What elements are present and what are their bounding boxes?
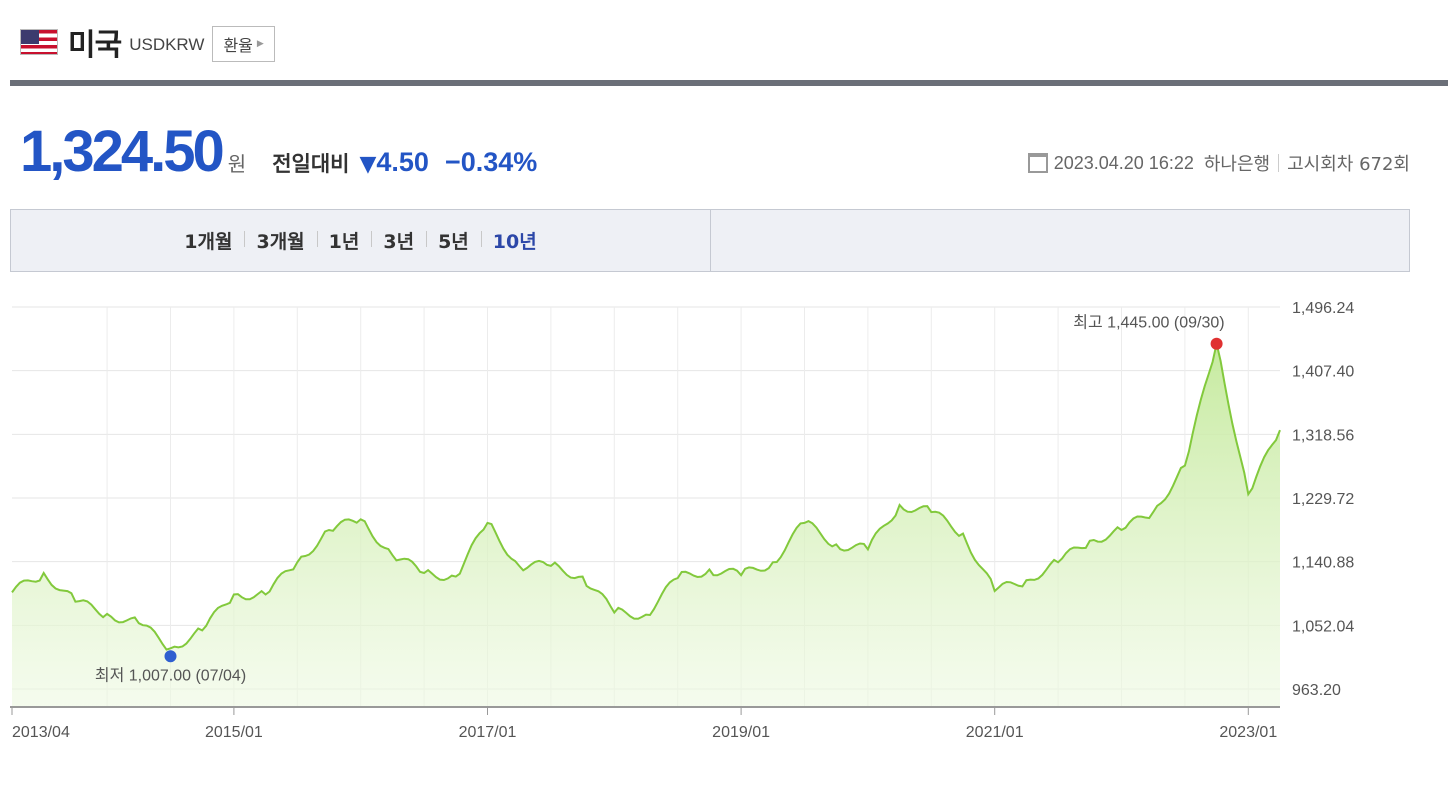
chevron-right-icon: ▶ <box>256 39 264 49</box>
country-name: 미국 <box>68 28 122 63</box>
exchange-rate-button[interactable]: 환율 ▶ <box>212 26 275 62</box>
x-tick-label: 2019/01 <box>712 724 770 741</box>
period-bar-right <box>711 210 1409 271</box>
rate-meta: 2023.04.20 16:22 하나은행 고시회차 672회 <box>1027 150 1410 176</box>
price-unit: 원 <box>227 152 247 176</box>
us-flag-icon <box>20 29 58 55</box>
period-tab-1m[interactable]: 1개월 <box>184 231 233 253</box>
period-tab-10y[interactable]: 10년 <box>480 227 549 254</box>
y-tick-label: 1,318.56 <box>1292 427 1354 444</box>
exchange-rate-chart: 1,496.24 1,407.40 1,318.56 1,229.72 1,140.88… <box>10 300 1354 741</box>
y-axis-ticks: 1,496.24 1,407.40 1,318.56 1,229.72 1,140.88… <box>1292 300 1354 699</box>
price-summary: 1,324.50 원 전일대비 ▼ 4.50 −0.34% <box>20 118 537 188</box>
x-axis-ticks: 2013/04 2015/01 2017/01 2019/01 2021/01 2023/… <box>11 707 1277 741</box>
max-point-marker <box>1210 337 1223 350</box>
x-tick-label: 2015/01 <box>205 724 263 741</box>
y-tick-label: 1,496.24 <box>1292 300 1354 317</box>
period-tabs: 1개월 3개월 1년 3년 5년 10년 <box>11 210 711 271</box>
period-tab-3m[interactable]: 3개월 <box>244 227 316 254</box>
y-tick-label: 1,140.88 <box>1292 555 1354 572</box>
header-divider <box>10 80 1448 86</box>
period-tab-1y[interactable]: 1년 <box>316 227 372 254</box>
chart-area <box>12 343 1280 707</box>
min-point-label: 최저 1,007.00 (07/04) <box>95 666 246 684</box>
notice-round: 고시회차 672회 <box>1287 154 1410 175</box>
bank-name: 하나은행 <box>1203 154 1271 175</box>
compare-label: 전일대비 <box>272 152 350 176</box>
calendar-icon <box>1027 153 1048 173</box>
x-tick-label: 2023/01 <box>1219 724 1277 741</box>
min-point-marker <box>164 650 177 663</box>
period-tab-3y[interactable]: 3년 <box>371 227 426 254</box>
down-triangle-icon: ▼ <box>359 152 377 177</box>
currency-code: USDKRW <box>129 35 205 54</box>
meta-separator <box>1278 154 1280 172</box>
update-datetime: 2023.04.20 16:22 <box>1053 152 1194 173</box>
price-change: 4.50 <box>376 147 429 177</box>
x-tick-label: 2021/01 <box>966 724 1024 741</box>
y-tick-label: 1,229.72 <box>1292 491 1354 508</box>
exchange-rate-button-label: 환율 <box>223 36 253 55</box>
price-change-percent: −0.34% <box>444 147 538 177</box>
period-tab-5y[interactable]: 5년 <box>426 227 481 254</box>
x-tick-label: 2017/01 <box>459 724 517 741</box>
current-price: 1,324.50 <box>20 119 225 184</box>
max-point-label: 최고 1,445.00 (09/30) <box>1073 314 1224 332</box>
y-tick-label: 963.20 <box>1292 682 1341 699</box>
x-tick-label: 2013/04 <box>12 724 70 741</box>
header: 미국 USDKRW 환율 ▶ <box>20 22 275 63</box>
chart-line <box>11 343 1281 651</box>
y-tick-label: 1,052.04 <box>1292 618 1354 635</box>
period-selector: 1개월 3개월 1년 3년 5년 10년 <box>10 209 1410 272</box>
y-tick-label: 1,407.40 <box>1292 364 1354 381</box>
